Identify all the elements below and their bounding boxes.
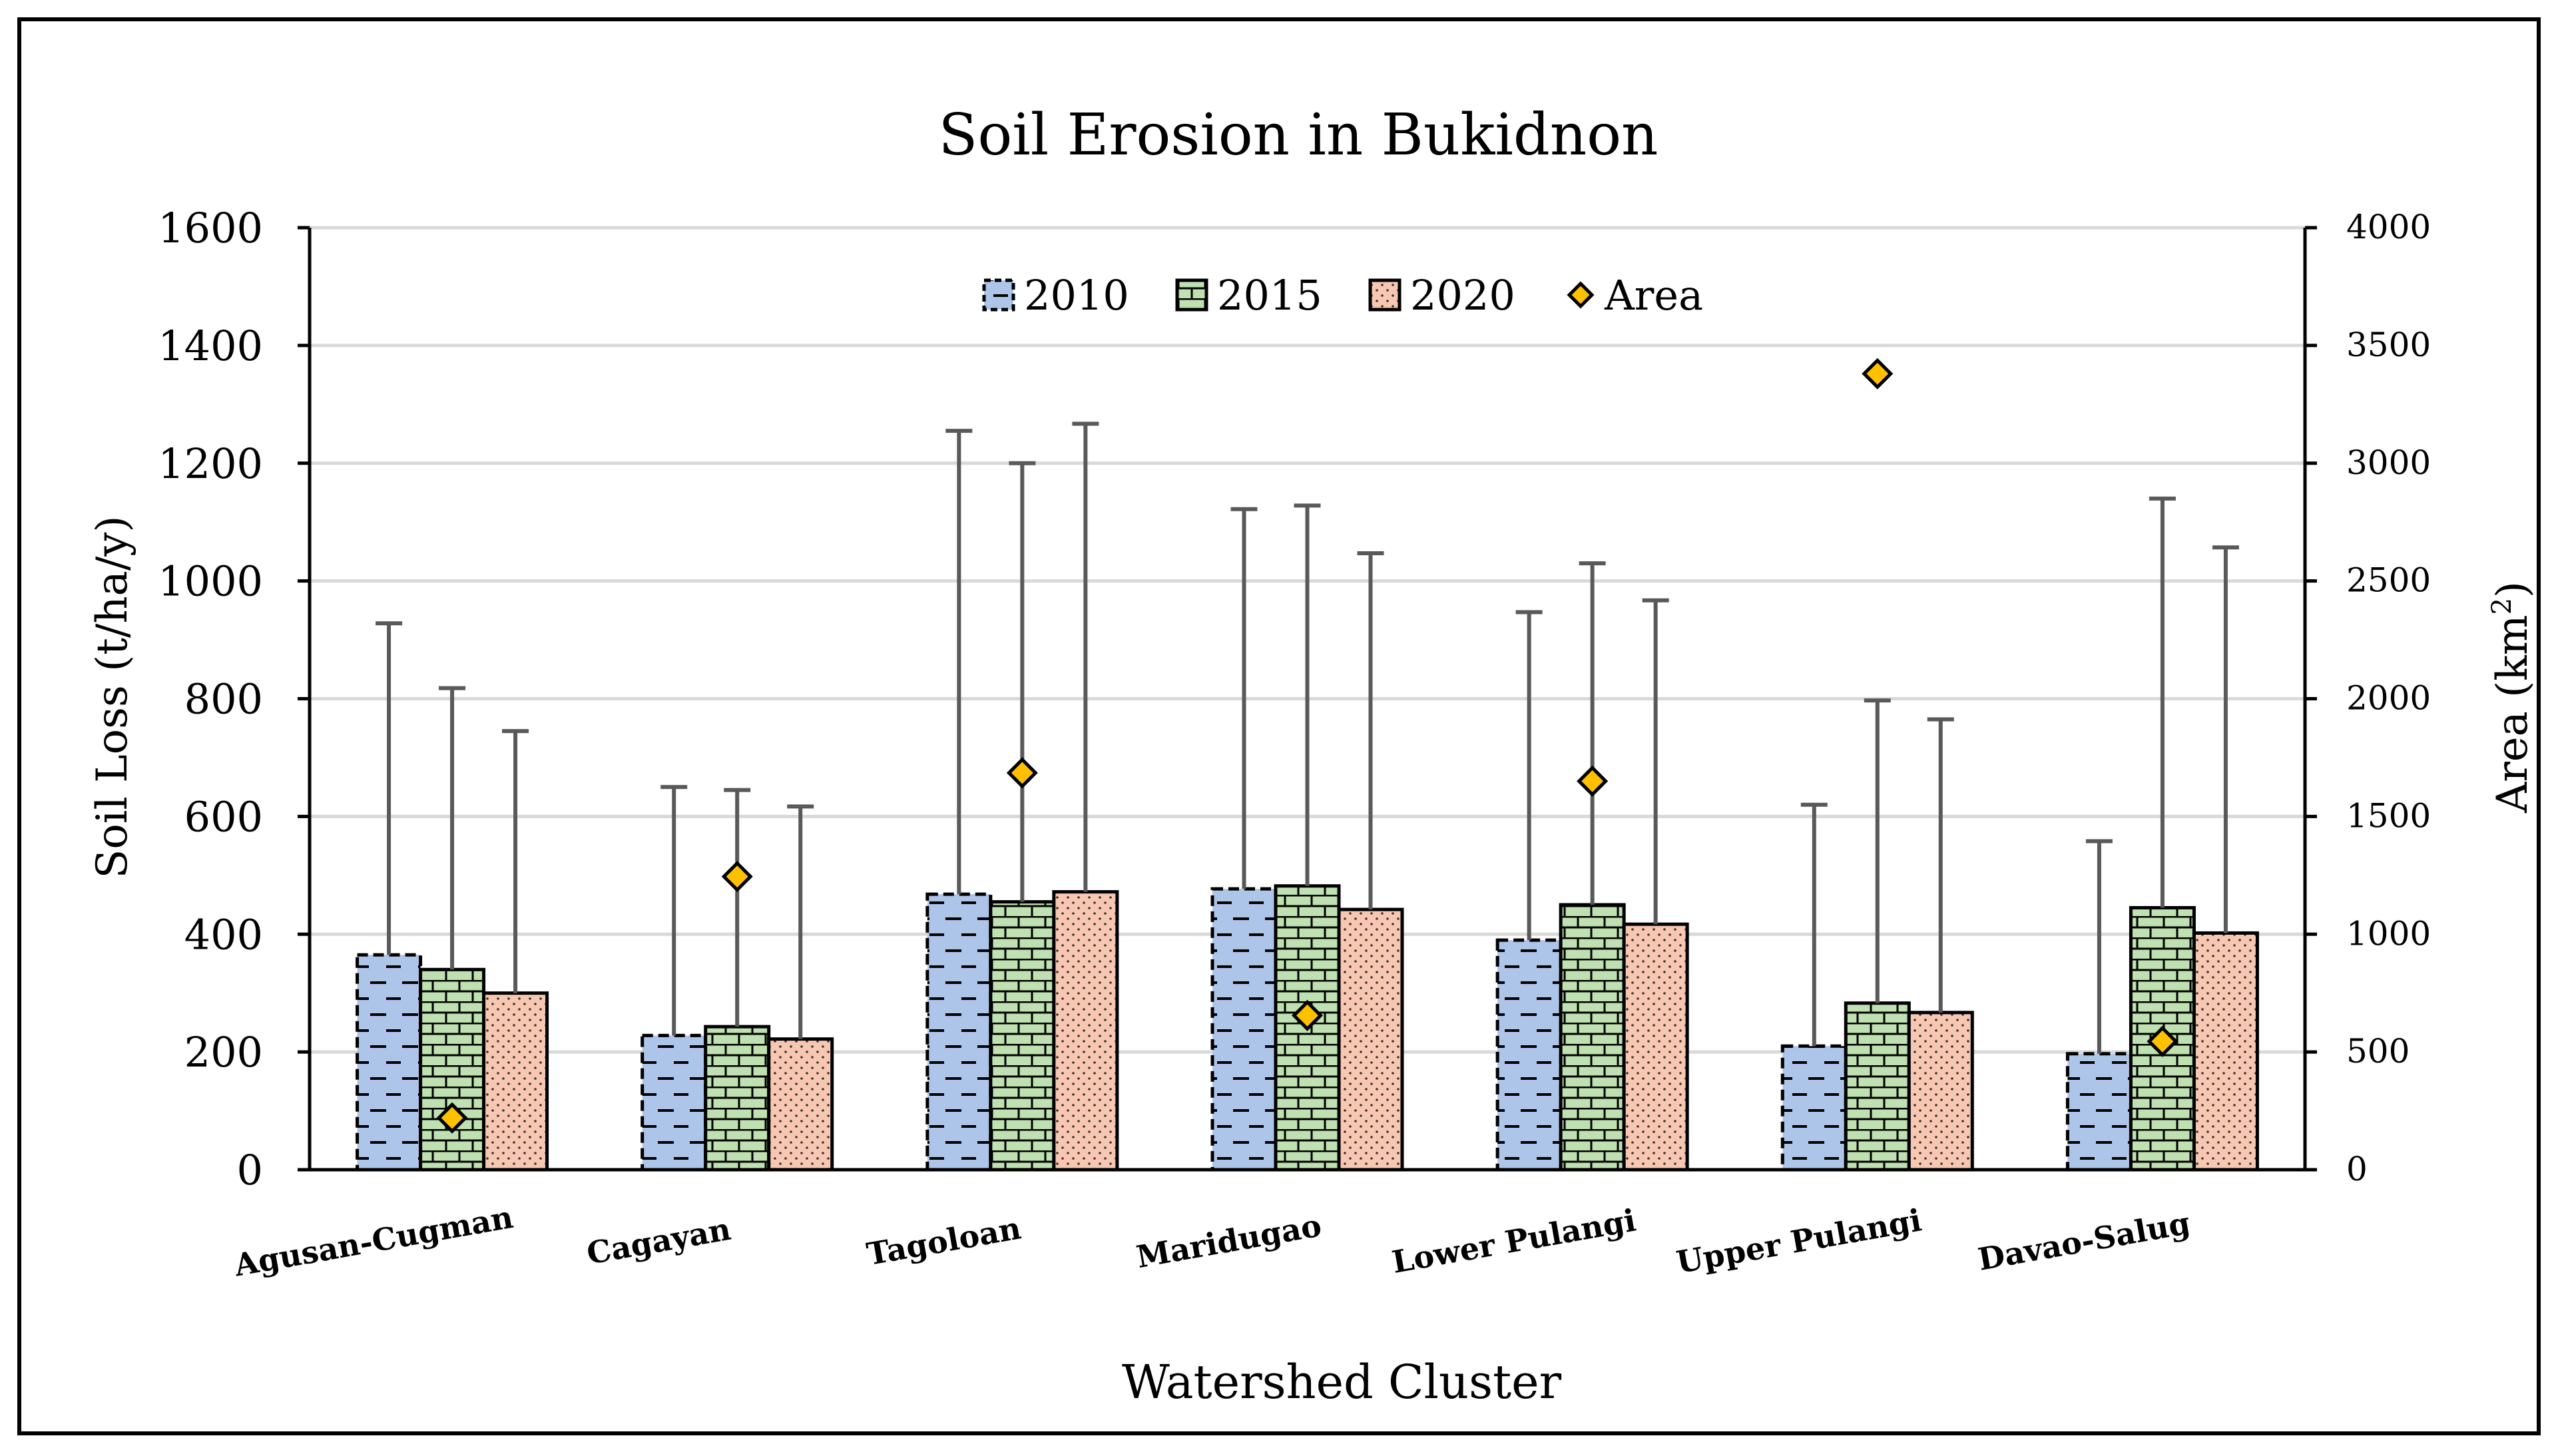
y2-tick-label: 4000 (2346, 208, 2431, 246)
legend-label-2020: 2020 (1410, 271, 1515, 320)
axes-group (298, 226, 2317, 1172)
chart-frame (17, 17, 2541, 1435)
y-axis-label: Soil Loss (t/ha/y) (88, 515, 137, 878)
y-tick-label: 800 (184, 675, 263, 724)
category-label: Tagoloan (864, 1210, 1024, 1272)
y2-tick-label: 1500 (2346, 796, 2431, 835)
y-tick-label: 600 (184, 792, 263, 841)
legend-label-2015: 2015 (1217, 271, 1322, 320)
bar-2010 (925, 892, 993, 1172)
area-point (1577, 765, 1609, 797)
legend-label-2010: 2010 (1024, 271, 1129, 320)
category-label: Lower Pulangi (1390, 1202, 1639, 1280)
category-label: Davao-Salug (1975, 1205, 2193, 1278)
area-point (1862, 358, 1894, 389)
legend-label-Area: Area (1604, 271, 1703, 320)
bar-2010 (1495, 938, 1563, 1172)
bars-group (356, 884, 2259, 1172)
y-tick-label: 200 (184, 1028, 263, 1077)
tick-labels-group: 0 200 400 600 800 1000 1200 1400 1600 0 500 1000 150… (158, 204, 2431, 1194)
category-label: Cagayan (584, 1211, 733, 1272)
bar-2015 (989, 900, 1056, 1172)
bar-2015 (419, 967, 486, 1172)
bar-2015 (1844, 1001, 1911, 1172)
y-tick-label: 0 (237, 1146, 263, 1194)
y-tick-label: 1600 (158, 204, 263, 252)
y2-tick-label: 2000 (2346, 679, 2431, 718)
bar-2020 (482, 991, 549, 1172)
y2-axis-label: Area (km2) (2487, 581, 2537, 814)
legend-swatch-2020 (1368, 278, 1402, 312)
bar-2015 (1559, 903, 1626, 1172)
category-label: Maridugao (1134, 1207, 1324, 1275)
area-point (1291, 999, 1324, 1031)
y2-axis-label-sup: 2 (2487, 598, 2517, 614)
area-points-group (436, 358, 2178, 1134)
bar-2015 (704, 1025, 771, 1172)
legend-swatch-2015 (1175, 278, 1208, 312)
bar-2010 (1210, 887, 1278, 1172)
legend-swatch-2010 (982, 278, 1015, 312)
y-tick-label: 1200 (158, 439, 263, 488)
legend-swatch-area (1567, 281, 1595, 309)
bar-2010 (356, 953, 423, 1172)
y2-tick-label: 1000 (2346, 914, 2431, 953)
bar-2020 (2192, 931, 2259, 1172)
y2-tick-label: 500 (2346, 1032, 2410, 1071)
bar-2020 (1052, 890, 1119, 1172)
legend: 2010 2015 2020 Area (982, 271, 1703, 320)
y2-tick-label: 3500 (2346, 326, 2431, 364)
error-bars-group (376, 421, 2239, 1054)
y2-axis-label-main: Area (km (2488, 614, 2537, 814)
area-point (436, 1102, 468, 1134)
area-point (721, 861, 753, 893)
y-tick-label: 1400 (158, 322, 263, 370)
x-axis-label: Watershed Cluster (1122, 1355, 1562, 1409)
bar-2020 (1622, 922, 1689, 1172)
y2-tick-label: 0 (2346, 1150, 2368, 1188)
bar-2010 (1780, 1044, 1848, 1172)
y2-tick-label: 3000 (2346, 443, 2431, 482)
y-tick-label: 400 (184, 910, 263, 959)
area-point (2147, 1025, 2178, 1057)
bar-2010 (640, 1033, 708, 1172)
y-tick-label: 1000 (158, 557, 263, 606)
bar-2020 (1337, 907, 1404, 1172)
chart-title: Soil Erosion in Bukidnon (939, 102, 1659, 168)
category-label: Upper Pulangi (1674, 1202, 1924, 1280)
bar-2020 (767, 1037, 834, 1172)
category-labels-group: Agusan-Cugman Cagayan Tagoloan Maridugao Low… (231, 1199, 2192, 1284)
y2-tick-label: 2500 (2346, 561, 2431, 600)
category-label: Agusan-Cugman (231, 1199, 516, 1284)
bar-2010 (2065, 1052, 2133, 1172)
y2-axis-label-end: ) (2488, 581, 2537, 598)
area-point (1006, 757, 1038, 789)
bar-2020 (1907, 1011, 1974, 1172)
